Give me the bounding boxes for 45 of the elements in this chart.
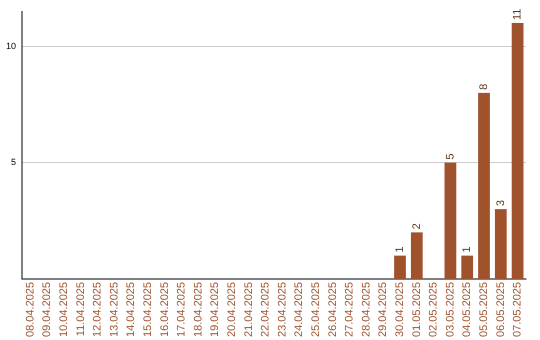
x-tick-label: 11.04.2025 — [74, 282, 87, 336]
x-tick-label: 03.05.2025 — [444, 282, 456, 338]
x-tick-label: 05.05.2025 — [478, 282, 490, 338]
x-tick-label: 25.04.2025 — [310, 282, 322, 338]
x-tick-label: 01.05.2025 — [410, 282, 423, 338]
y-tick-label: 10 — [6, 40, 16, 51]
x-tick-label: 23.04.2025 — [276, 282, 288, 338]
x-tick-label: 27.04.2025 — [344, 282, 356, 338]
x-tick-label: 08.04.2025 — [24, 282, 36, 338]
data-label: 5 — [444, 153, 456, 160]
x-tick-label: 30.04.2025 — [394, 282, 406, 338]
x-tick-label: 02.05.2025 — [428, 282, 440, 338]
x-tick-label: 24.04.2025 — [293, 282, 306, 338]
x-tick-label: 13.04.2025 — [108, 282, 120, 338]
x-tick-label: 29.04.2025 — [377, 282, 390, 338]
x-tick-label: 09.04.2025 — [41, 282, 54, 338]
x-tick-label: 15.04.2025 — [142, 282, 154, 338]
x-tick-label: 07.05.2025 — [512, 282, 524, 338]
data-label: 8 — [478, 84, 490, 90]
bar — [512, 23, 524, 279]
x-tick-label: 12.04.2025 — [92, 282, 104, 338]
x-tick-label: 10.04.2025 — [58, 282, 70, 338]
bar — [410, 232, 423, 279]
bar — [478, 92, 490, 279]
x-tick-label: 21.04.2025 — [242, 282, 255, 338]
bar — [494, 209, 507, 279]
x-tick-label: 14.04.2025 — [125, 282, 138, 338]
bar — [444, 162, 456, 279]
bar — [461, 256, 474, 279]
x-tick-label: 06.05.2025 — [494, 282, 507, 338]
x-tick-label: 17.04.2025 — [176, 282, 188, 338]
bar — [394, 256, 406, 279]
data-label: 1 — [461, 246, 474, 253]
x-tick-label: 16.04.2025 — [158, 282, 171, 338]
data-label: 11 — [512, 8, 524, 20]
data-label: 3 — [494, 200, 507, 206]
x-tick-label: 28.04.2025 — [360, 282, 372, 338]
data-label: 1 — [394, 246, 406, 253]
x-tick-label: 18.04.2025 — [192, 282, 204, 338]
x-tick-label: 19.04.2025 — [209, 282, 222, 338]
x-tick-label: 26.04.2025 — [326, 282, 339, 338]
data-label: 2 — [410, 223, 423, 230]
x-tick-label: 04.05.2025 — [461, 282, 474, 338]
x-tick-label: 22.04.2025 — [260, 282, 272, 338]
x-tick-label: 20.04.2025 — [226, 282, 238, 338]
